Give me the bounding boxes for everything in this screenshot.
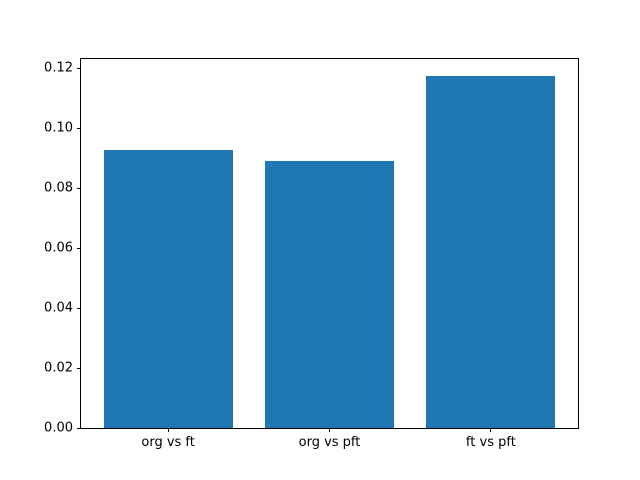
y-tick-mark [77, 427, 81, 429]
bar-org-vs-ft [103, 150, 233, 428]
y-tick-label: 0.12 [44, 60, 73, 76]
y-tick-label: 0.06 [44, 240, 73, 256]
x-tick-mark [490, 428, 492, 432]
x-tick-label: org vs ft [141, 435, 195, 450]
y-tick-mark [77, 307, 81, 309]
y-tick-label: 0.10 [44, 120, 73, 136]
bar-ft-vs-pft [426, 75, 556, 428]
y-tick-mark [77, 127, 81, 129]
plot-area: 0.00 0.02 0.04 0.06 0.08 0.10 0.12 org vs ft org… [44, 58, 579, 449]
y-tick-label: 0.00 [44, 420, 73, 436]
y-tick-mark [77, 367, 81, 369]
y-tick-label: 0.08 [44, 180, 73, 196]
x-tick-mark [329, 428, 330, 432]
y-tick-label: 0.04 [44, 300, 73, 316]
x-tick-mark [167, 428, 169, 432]
y-tick-label: 0.02 [44, 360, 73, 376]
y-tick-mark [77, 247, 81, 249]
x-tick-label: org vs pft [298, 435, 361, 450]
bar-org-vs-pft [264, 161, 395, 428]
x-tick-label: ft vs pft [465, 435, 516, 450]
y-tick-mark [77, 187, 81, 189]
y-tick-mark [77, 67, 81, 69]
